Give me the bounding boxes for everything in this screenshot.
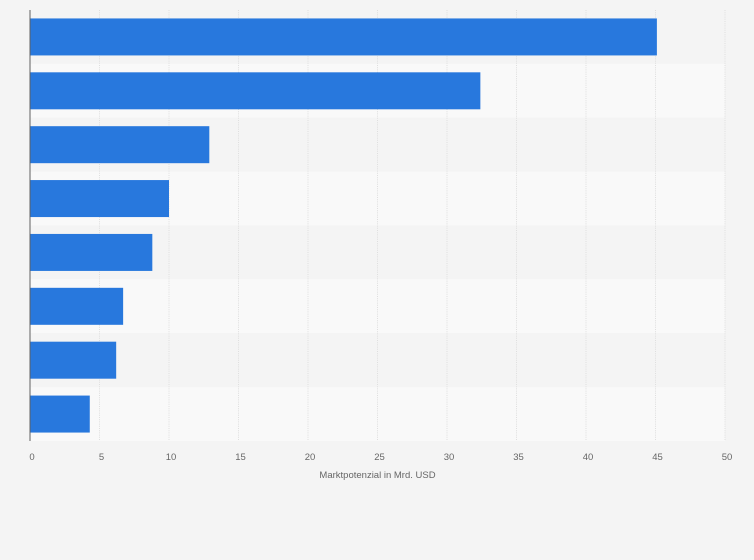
x-tick-label: 40 (583, 452, 594, 463)
bar[interactable] (30, 18, 657, 56)
row-band (30, 279, 725, 334)
row-band (30, 387, 725, 441)
x-tick-label: 10 (166, 452, 177, 463)
bar[interactable] (30, 72, 481, 110)
x-tick-label: 20 (305, 452, 316, 463)
x-tick-label: 25 (374, 452, 385, 463)
x-tick-label: 35 (513, 452, 524, 463)
bar[interactable] (30, 395, 90, 433)
x-axis-title: Marktpotenzial in Mrd. USD (319, 470, 435, 481)
bar[interactable] (30, 233, 153, 271)
x-axis-tick-labels: 0 5 10 15 20 25 30 35 40 45 50 (29, 452, 732, 463)
bar[interactable] (30, 180, 169, 218)
x-tick-label: 45 (652, 452, 663, 463)
bars (30, 18, 657, 433)
x-tick-label: 5 (99, 452, 104, 463)
x-tick-label: 30 (444, 452, 455, 463)
bar[interactable] (30, 341, 117, 379)
bar[interactable] (30, 126, 210, 164)
x-tick-label: 50 (722, 452, 733, 463)
x-tick-label: 0 (29, 452, 34, 463)
x-tick-label: 15 (235, 452, 246, 463)
bar[interactable] (30, 287, 124, 325)
